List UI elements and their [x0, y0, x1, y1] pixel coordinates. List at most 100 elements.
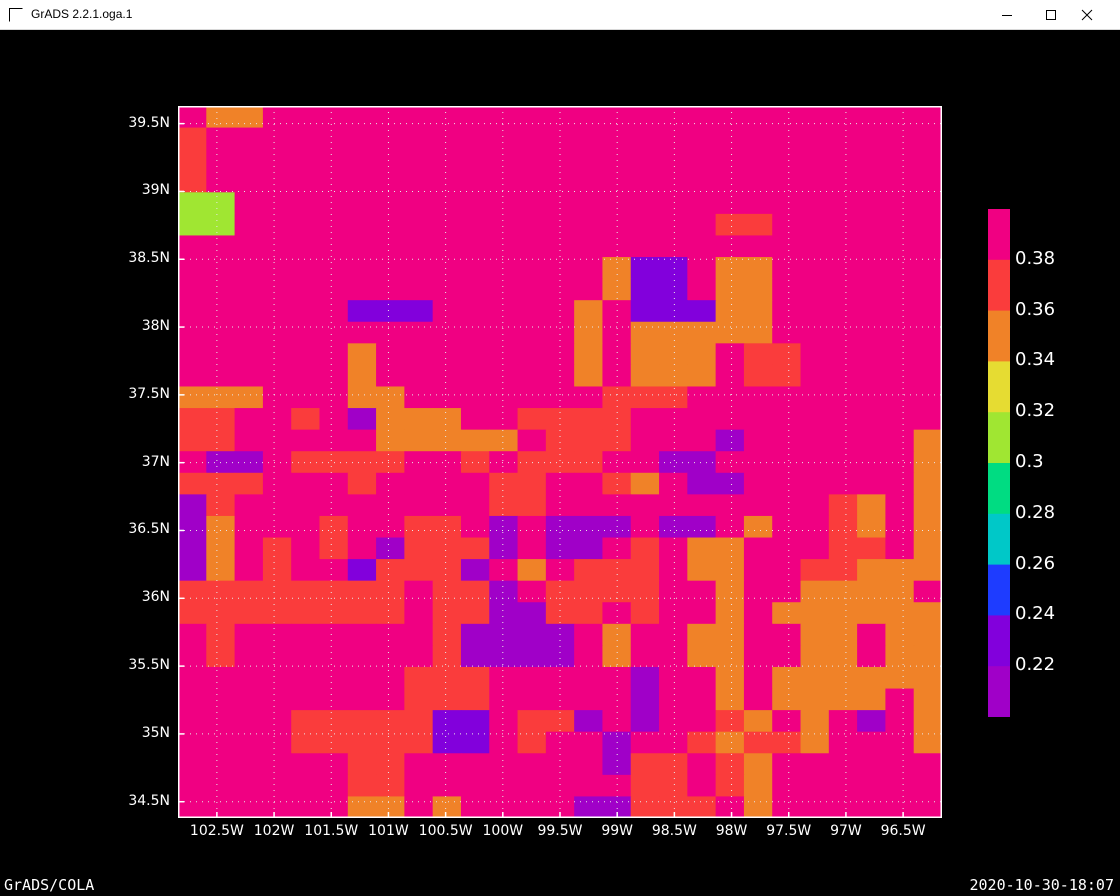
- heatmap-cell: [800, 408, 830, 431]
- heatmap-cell: [743, 235, 773, 258]
- heatmap-cell: [828, 278, 858, 301]
- heatmap-cell: [517, 623, 547, 646]
- heatmap-cell: [376, 753, 405, 776]
- heatmap-cell: [262, 494, 292, 517]
- heatmap-cell: [800, 213, 830, 237]
- heatmap-cell: [574, 559, 604, 582]
- heatmap-cell: [489, 408, 519, 431]
- heatmap-cell: [206, 106, 236, 129]
- heatmap-cell: [574, 580, 604, 603]
- heatmap-cell: [517, 537, 547, 560]
- heatmap-cell: [715, 170, 745, 193]
- heatmap-cell: [630, 494, 660, 517]
- heatmap-cell: [489, 645, 519, 668]
- heatmap-cell: [432, 537, 462, 560]
- heatmap-cell: [234, 278, 264, 301]
- heatmap-cell: [772, 753, 802, 776]
- heatmap-cell: [630, 774, 660, 798]
- heatmap-cell: [630, 300, 660, 323]
- heatmap-cell: [178, 343, 207, 366]
- x-tick-label: 99.5W: [537, 823, 583, 839]
- heatmap-cell: [376, 278, 405, 301]
- heatmap-cell: [517, 343, 547, 366]
- heatmap-cell: [262, 321, 292, 344]
- heatmap-cell: [460, 537, 490, 560]
- heatmap-cell: [460, 408, 490, 431]
- heatmap-cell: [857, 278, 887, 301]
- heatmap-cell: [574, 300, 604, 323]
- heatmap-cell: [743, 364, 773, 388]
- maximize-button[interactable]: [1028, 0, 1074, 30]
- heatmap-cell: [800, 515, 830, 539]
- window-titlebar[interactable]: GrADS 2.2.1.oga.1: [0, 0, 1120, 30]
- heatmap-cell: [800, 796, 830, 818]
- heatmap-cell: [828, 127, 858, 150]
- heatmap-cell: [262, 235, 292, 258]
- heatmap-cell: [489, 343, 519, 366]
- heatmap-cell: [772, 666, 802, 690]
- heatmap-cell: [206, 623, 236, 646]
- heatmap-cell: [489, 364, 519, 388]
- heatmap-cell: [262, 774, 292, 798]
- heatmap-cell: [715, 559, 745, 582]
- minimize-button[interactable]: [984, 0, 1030, 30]
- colorbar-segment: [988, 209, 1010, 261]
- heatmap-cell: [913, 710, 942, 733]
- heatmap-cell: [828, 257, 858, 280]
- heatmap-cell: [630, 796, 660, 818]
- heatmap-cell: [545, 472, 575, 495]
- x-tick-label: 97W: [830, 823, 862, 839]
- heatmap-cell: [517, 753, 547, 776]
- heatmap-cell: [574, 666, 604, 690]
- heatmap-cell: [885, 321, 915, 344]
- heatmap-cell: [828, 343, 858, 366]
- heatmap-cell: [545, 710, 575, 733]
- heatmap-cell: [574, 213, 604, 237]
- heatmap-cell: [206, 386, 236, 409]
- heatmap-cell: [347, 127, 377, 150]
- heatmap-cell: [715, 796, 745, 818]
- heatmap-cell: [178, 623, 207, 646]
- heatmap-cell: [743, 408, 773, 431]
- heatmap-cell: [291, 774, 321, 798]
- heatmap-cell: [460, 192, 490, 215]
- heatmap-cell: [828, 364, 858, 388]
- heatmap-cell: [828, 213, 858, 237]
- heatmap-cell: [291, 127, 321, 150]
- heatmap-cell: [517, 494, 547, 517]
- heatmap-cell: [489, 796, 519, 818]
- heatmap-cell: [659, 666, 688, 690]
- heatmap-cell: [489, 753, 519, 776]
- heatmap-cell: [687, 774, 717, 798]
- heatmap-cell: [291, 645, 321, 668]
- heatmap-cell: [460, 559, 490, 582]
- heatmap-cell: [460, 774, 490, 798]
- heatmap-cell: [347, 753, 377, 776]
- heatmap-cell: [772, 127, 802, 150]
- heatmap-cell: [234, 429, 264, 452]
- heatmap-cell: [857, 127, 887, 150]
- heatmap-cell: [715, 257, 745, 280]
- heatmap-cell: [460, 149, 490, 172]
- y-tick-label: 38.5N: [128, 250, 170, 267]
- heatmap-cell: [376, 731, 405, 754]
- heatmap-cell: [291, 559, 321, 582]
- heatmap-cell: [659, 364, 688, 388]
- heatmap-cell: [602, 494, 632, 517]
- heatmap-cell: [574, 408, 604, 431]
- heatmap-cell: [687, 753, 717, 776]
- heatmap-cell: [885, 774, 915, 798]
- heatmap-cell: [828, 515, 858, 539]
- colorbar-label: 0.38: [1015, 247, 1056, 269]
- heatmap-cell: [178, 321, 207, 344]
- heatmap-cell: [545, 106, 575, 129]
- heatmap-cell: [234, 494, 264, 517]
- heatmap-cell: [828, 688, 858, 711]
- heatmap-cell: [630, 386, 660, 409]
- heatmap-cell: [347, 386, 377, 409]
- heatmap-cell: [432, 127, 462, 150]
- heatmap-cell: [404, 753, 434, 776]
- y-tick-label: 37.5N: [128, 385, 170, 402]
- heatmap-cell: [687, 494, 717, 517]
- close-button[interactable]: [1064, 0, 1110, 30]
